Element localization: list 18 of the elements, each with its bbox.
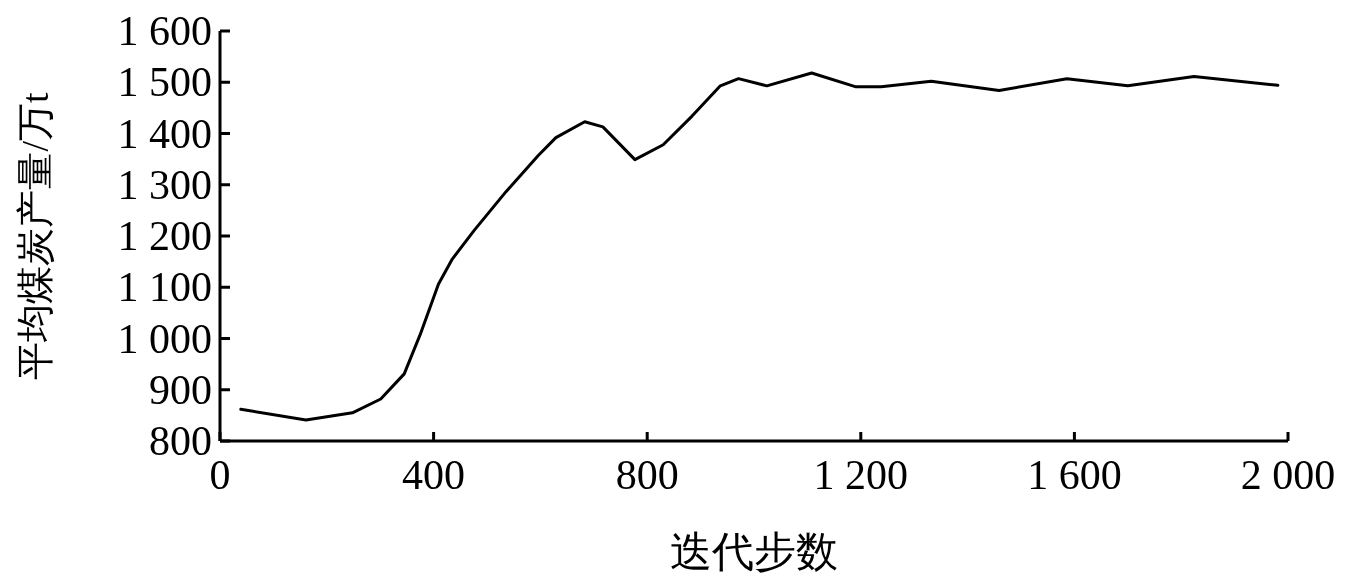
y-tick-label: 1 500 <box>117 59 212 106</box>
y-tick-label: 1 600 <box>117 8 212 54</box>
y-tick-label: 1 400 <box>117 110 212 157</box>
y-tick-label: 900 <box>149 366 212 413</box>
y-tick-label: 1 300 <box>117 161 212 208</box>
x-tick-label: 1 200 <box>813 452 909 498</box>
x-tick-label: 0 <box>209 452 231 498</box>
y-tick-label: 800 <box>149 418 212 464</box>
x-tick-label: 800 <box>615 452 679 498</box>
y-tick-label: 1 100 <box>117 264 212 311</box>
y-tick-label: 1 200 <box>117 213 212 259</box>
y-axis-title: 平均煤炭产量/万t <box>14 92 56 380</box>
x-tick-label: 2 000 <box>1240 452 1336 498</box>
x-axis-title: 迭代步数 <box>670 529 838 575</box>
x-tick-label: 1 600 <box>1027 452 1122 498</box>
y-tick-label: 1 000 <box>117 315 212 362</box>
line-series <box>239 71 1280 422</box>
x-tick-label: 400 <box>402 452 466 498</box>
